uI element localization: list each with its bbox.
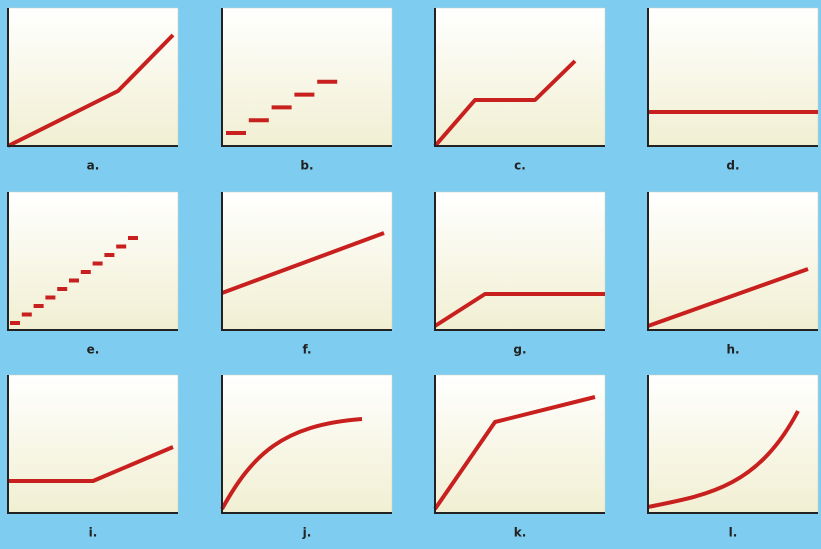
curve xyxy=(647,410,800,509)
axes xyxy=(647,8,818,147)
axes xyxy=(434,8,605,147)
curve xyxy=(221,231,385,295)
panel: k. xyxy=(433,374,606,540)
curve xyxy=(226,79,338,135)
curve xyxy=(220,417,363,510)
panel-background xyxy=(434,7,606,147)
panel-label: h. xyxy=(726,343,739,357)
panel-background xyxy=(647,191,819,331)
panel-background xyxy=(647,374,819,514)
panel: h. xyxy=(647,191,819,357)
panel-label: g. xyxy=(513,343,526,357)
panel-label: f. xyxy=(302,343,311,357)
panel: c. xyxy=(433,7,606,173)
panel-label: j. xyxy=(302,526,312,540)
panel-background xyxy=(7,191,179,331)
panel: f. xyxy=(221,191,393,357)
curve xyxy=(433,395,596,511)
panel: b. xyxy=(221,7,393,173)
panel: d. xyxy=(647,7,819,173)
panel-label: c. xyxy=(514,159,526,173)
panel-background xyxy=(221,374,393,514)
axes xyxy=(221,8,392,147)
panel-background xyxy=(647,7,819,147)
curve xyxy=(647,267,809,328)
axes xyxy=(647,375,818,514)
panel: g. xyxy=(433,191,606,357)
panel-label: l. xyxy=(729,526,738,540)
panel-label: d. xyxy=(726,159,739,173)
curve xyxy=(10,236,138,325)
panel-label: i. xyxy=(89,526,98,540)
axes xyxy=(7,192,178,331)
panel: l. xyxy=(647,374,819,540)
axes xyxy=(221,192,392,331)
axes xyxy=(7,8,178,147)
axes xyxy=(434,192,605,331)
axes xyxy=(434,375,605,514)
panel-label: e. xyxy=(87,343,100,357)
panel-background xyxy=(221,7,393,147)
curve xyxy=(433,59,577,148)
panel-background xyxy=(7,7,179,147)
curve xyxy=(433,292,605,328)
axes xyxy=(647,192,818,331)
panel: i. xyxy=(7,374,179,540)
panel-background xyxy=(434,374,606,514)
panel: e. xyxy=(7,191,179,357)
axes xyxy=(7,375,178,514)
panel: a. xyxy=(7,7,179,173)
panel-background xyxy=(7,374,179,514)
panel-label: b. xyxy=(300,159,313,173)
axes xyxy=(221,375,392,514)
curve xyxy=(7,33,175,148)
panel-label: a. xyxy=(87,159,100,173)
panel: j. xyxy=(220,374,393,540)
panel-label: k. xyxy=(514,526,527,540)
curve xyxy=(8,445,174,483)
